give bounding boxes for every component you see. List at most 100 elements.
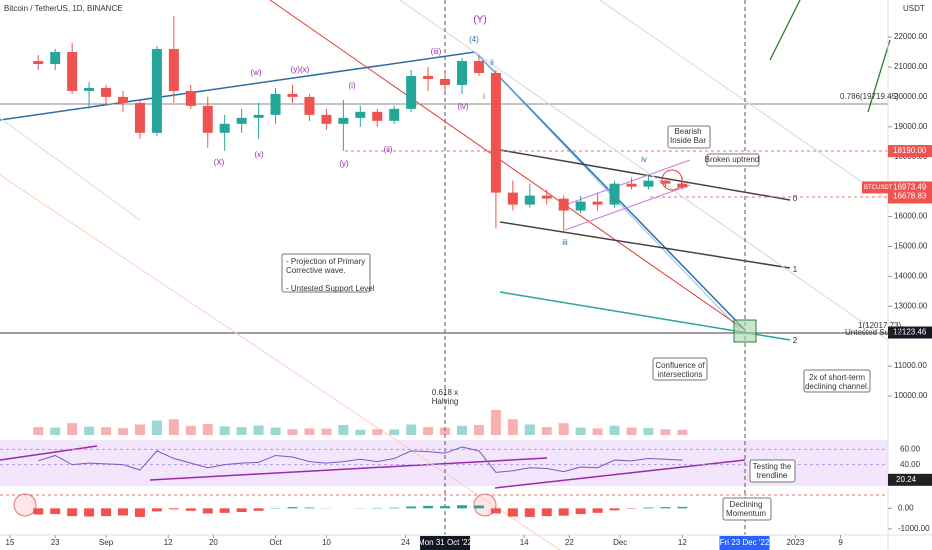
rsi-marker-label: 20.24 bbox=[896, 475, 917, 484]
annotation: Confluence of bbox=[655, 361, 705, 370]
unit-label: USDT bbox=[903, 4, 925, 13]
annotation-box bbox=[281, 253, 371, 293]
volume-bar bbox=[592, 428, 603, 435]
channel-line bbox=[499, 221, 791, 269]
candle-body bbox=[202, 105, 213, 133]
candle-body bbox=[67, 52, 78, 91]
time-marker bbox=[420, 536, 471, 550]
annotation: Untested Support bbox=[845, 328, 908, 337]
candle-body bbox=[304, 96, 315, 115]
annotation: Halving bbox=[432, 397, 459, 406]
candle-body bbox=[677, 183, 688, 188]
annotation: (iii) bbox=[431, 47, 442, 56]
highlight-circle bbox=[13, 493, 37, 517]
volume-bar bbox=[473, 425, 484, 435]
volume-bar bbox=[151, 420, 162, 435]
time-marker-label: Mon 31 Oct '22 bbox=[418, 538, 473, 547]
volume-bar bbox=[287, 429, 298, 435]
candle-body bbox=[151, 49, 162, 133]
volume-bar bbox=[558, 423, 569, 435]
annotation: Inside Bar bbox=[670, 136, 706, 145]
annotation: Broken uptrend bbox=[705, 155, 760, 164]
price-label bbox=[888, 326, 932, 339]
candle-body bbox=[50, 52, 61, 65]
volume-bar bbox=[643, 428, 654, 435]
volume-bar bbox=[677, 429, 688, 435]
x-tick-label: 12 bbox=[164, 538, 173, 547]
price-label-text: 16973.49 bbox=[893, 183, 927, 192]
macd-tick-label: -1000.00 bbox=[898, 524, 930, 533]
candle-body bbox=[406, 75, 417, 109]
trendline bbox=[0, 51, 476, 121]
highlight-circle bbox=[473, 493, 497, 517]
y-tick-label: 15000.00 bbox=[894, 242, 928, 251]
volume-bar bbox=[134, 424, 145, 435]
candle-body bbox=[84, 87, 95, 91]
y-tick-label: 10000.00 bbox=[894, 391, 928, 400]
x-tick-label: Oct bbox=[269, 538, 282, 547]
annotation: i bbox=[483, 92, 485, 101]
macd-bar bbox=[507, 508, 518, 517]
volume-bar bbox=[321, 428, 332, 435]
macd-bar bbox=[440, 506, 451, 509]
x-tick-label: 15 bbox=[6, 538, 15, 547]
annotation: 0.786(19719.45) bbox=[840, 92, 899, 101]
candle-body bbox=[541, 195, 552, 199]
macd-bar bbox=[118, 508, 128, 516]
candle-body bbox=[168, 49, 179, 91]
macd-bar bbox=[101, 508, 112, 517]
parallel-line bbox=[399, 0, 889, 341]
candle-body bbox=[270, 93, 281, 115]
macd-bar bbox=[168, 508, 179, 510]
macd-bar bbox=[287, 507, 298, 509]
parallel-line bbox=[0, 174, 561, 550]
annotation: (iv) bbox=[457, 102, 468, 111]
annotation: ii bbox=[490, 58, 494, 67]
rising-channel bbox=[564, 159, 691, 206]
candle-body bbox=[440, 78, 451, 85]
volume-bar bbox=[84, 426, 95, 435]
candle-body bbox=[185, 90, 196, 106]
annotation: Testing the bbox=[753, 462, 792, 471]
annotation-box bbox=[667, 125, 711, 149]
macd-bar bbox=[236, 508, 247, 513]
annotation: trendline bbox=[757, 471, 788, 480]
parallel-line bbox=[0, 117, 141, 221]
candle-body bbox=[626, 183, 637, 187]
candle-body bbox=[558, 198, 569, 211]
candle-body bbox=[236, 117, 247, 124]
volume-bar bbox=[457, 425, 467, 435]
volume-bar bbox=[507, 419, 518, 435]
macd-bar bbox=[67, 508, 78, 517]
annotation-box bbox=[749, 459, 796, 483]
macd-bar bbox=[677, 506, 688, 509]
annotation: intersections bbox=[658, 370, 703, 379]
macd-bar bbox=[151, 508, 162, 512]
macd-bar bbox=[592, 508, 603, 513]
annotation: Momentum bbox=[726, 509, 766, 518]
volume-bar bbox=[440, 427, 451, 435]
x-tick-label: 10 bbox=[322, 538, 331, 547]
x-tick-label: 24 bbox=[401, 538, 410, 547]
macd-bar bbox=[185, 508, 196, 511]
annotation: iv bbox=[641, 155, 647, 164]
confluence-box bbox=[733, 319, 757, 343]
price-label-text: 16678.83 bbox=[893, 191, 927, 200]
y-tick-label: 16000.00 bbox=[894, 212, 928, 221]
macd-bar bbox=[84, 508, 95, 517]
x-tick-label: 20 bbox=[209, 538, 218, 547]
annotation: (y)(x) bbox=[291, 65, 310, 74]
volume-bar bbox=[660, 429, 671, 435]
trendline bbox=[269, 0, 746, 331]
candle-body bbox=[253, 114, 264, 118]
annotation: 2 bbox=[793, 336, 798, 345]
volume-bar bbox=[118, 428, 128, 435]
trend-arrow bbox=[867, 39, 891, 113]
volume-bar bbox=[575, 427, 586, 435]
candle-body bbox=[287, 93, 298, 97]
macd-bar bbox=[541, 508, 552, 517]
macd-bar bbox=[473, 505, 484, 509]
annotation: (w) bbox=[250, 68, 261, 77]
annotation: (X) bbox=[214, 158, 225, 167]
macd-bar bbox=[457, 505, 467, 509]
